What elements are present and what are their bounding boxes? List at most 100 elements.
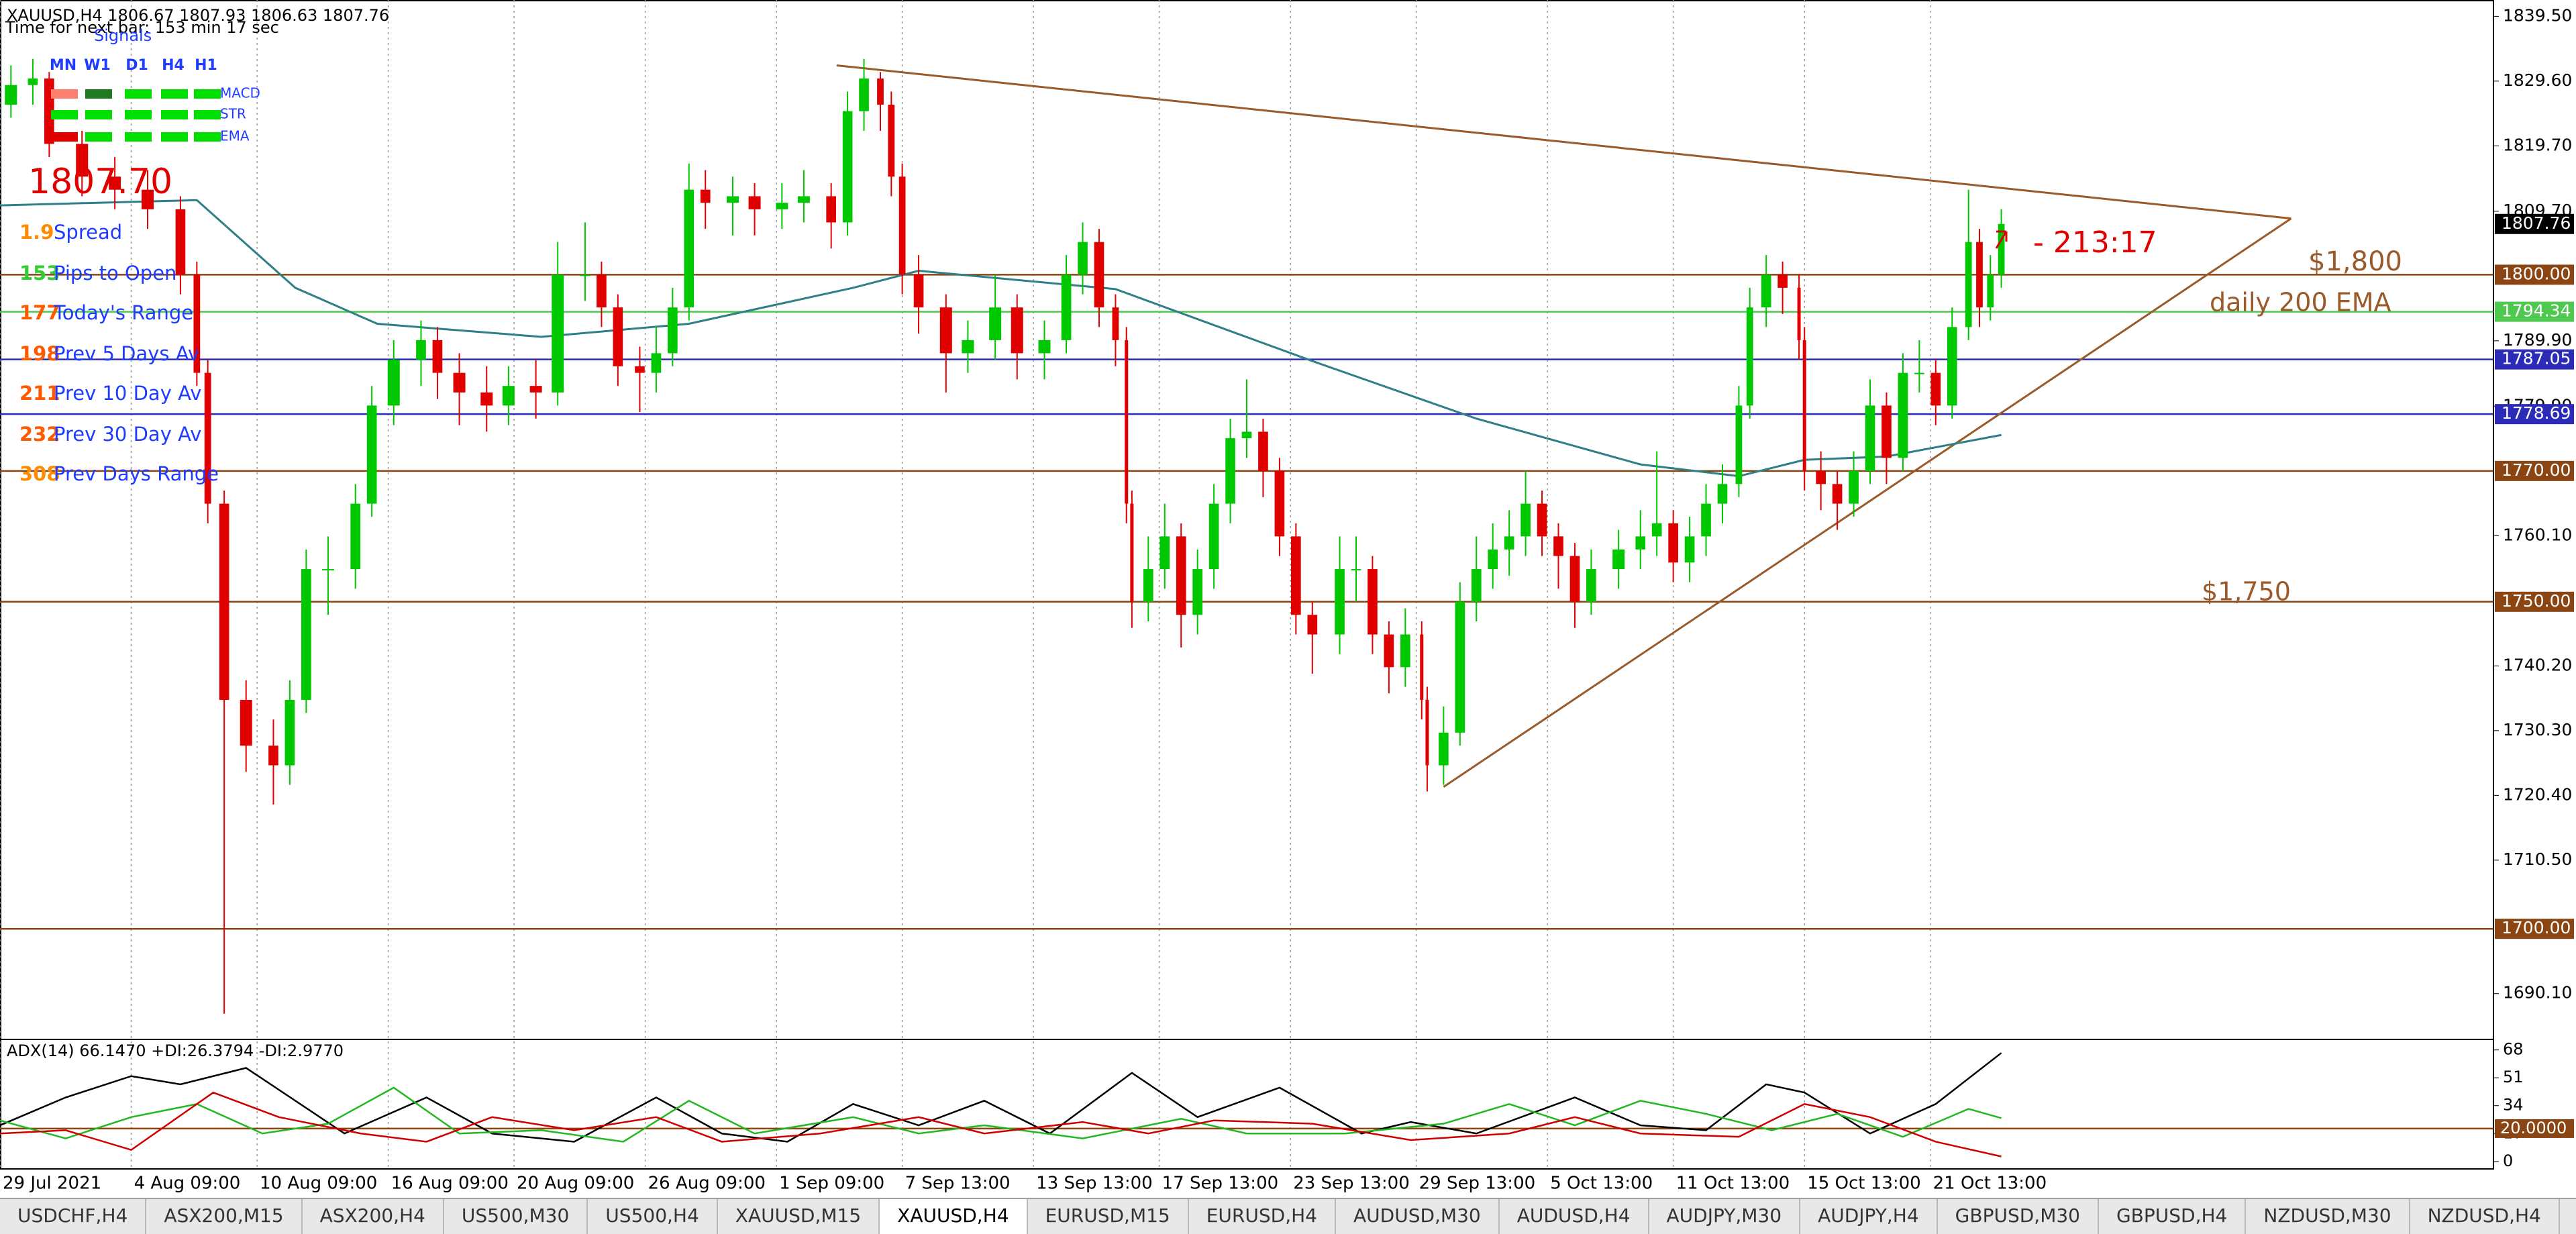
- candle-body: [1504, 536, 1514, 550]
- candle-body: [668, 307, 678, 354]
- stat-label: Prev Days Range: [54, 462, 219, 485]
- candle-body: [1011, 307, 1023, 354]
- candle-body: [1635, 536, 1646, 550]
- tab[interactable]: AUDJPY,H4: [1800, 1199, 1938, 1234]
- tab[interactable]: ASX200,H4: [303, 1199, 444, 1234]
- candle-body: [1965, 242, 1972, 327]
- arrow-icon: [1995, 230, 2008, 249]
- tab[interactable]: EURUSD,M15: [1028, 1199, 1189, 1234]
- candle-body: [219, 503, 229, 701]
- candle-body: [1094, 242, 1104, 308]
- tab[interactable]: EURUSD,H4: [1189, 1199, 1336, 1234]
- candle-body: [387, 360, 400, 406]
- stat-label: Prev 30 Day Av: [54, 423, 201, 446]
- candle-body: [1439, 732, 1449, 766]
- y-tick-label: 1760.10: [2503, 525, 2572, 544]
- candle-body: [962, 340, 974, 354]
- candle-body: [1335, 569, 1345, 635]
- candle-body: [1384, 634, 1394, 668]
- signal-cell: [161, 132, 188, 142]
- candle-body: [1914, 372, 1924, 374]
- candle-body: [453, 372, 466, 393]
- big-price: 1807.70: [28, 162, 172, 202]
- candle-body: [797, 196, 810, 203]
- y-tick-label: 1839.50: [2503, 5, 2572, 25]
- tab[interactable]: NZDUSD,H4: [2410, 1199, 2560, 1234]
- candle-body: [1612, 549, 1625, 570]
- candle-body: [580, 274, 590, 276]
- candle-body: [1802, 340, 1806, 471]
- signal-label: STR: [220, 106, 246, 122]
- signal-cell: [161, 89, 188, 99]
- stat-label: Spread: [54, 221, 122, 244]
- tab[interactable]: GBPUSD,H4: [2099, 1199, 2247, 1234]
- y-tick-label: 1730.30: [2503, 720, 2572, 739]
- stat-label: Prev 5 Days Av: [54, 342, 199, 365]
- candle-body: [1258, 431, 1268, 471]
- candle-body: [204, 372, 211, 504]
- level-label-box: [2495, 264, 2574, 285]
- tab[interactable]: USDCHF,H4: [0, 1199, 147, 1234]
- x-tick-label: 16 Aug 09:00: [391, 1174, 509, 1194]
- candle-body: [1701, 503, 1711, 537]
- tab[interactable]: AUDJPY,M30: [1649, 1199, 1801, 1234]
- plot-frame: [0, 0, 2494, 1170]
- candle-body: [1586, 569, 1596, 602]
- tab[interactable]: AUDUSD,M30: [1336, 1199, 1500, 1234]
- candle-body: [1947, 327, 1957, 406]
- candle-body: [301, 569, 311, 701]
- candle-body: [898, 176, 906, 275]
- candle-body: [240, 700, 252, 746]
- x-tick-label: 13 Sep 13:00: [1036, 1174, 1153, 1194]
- candle-body: [1368, 569, 1378, 635]
- window-title: XAUUSD,H4 1806.67 1807.93 1806.63 1807.7…: [7, 6, 389, 25]
- tab[interactable]: XAUUSD,H4: [880, 1199, 1028, 1234]
- signal-cell: [51, 89, 78, 99]
- candle-body: [1553, 536, 1563, 556]
- x-tick-label: 15 Oct 13:00: [1807, 1174, 1921, 1194]
- tab[interactable]: ASX200,M15: [146, 1199, 303, 1234]
- level-label: 1750.00: [2502, 591, 2571, 611]
- chart: 29 Jul 2021 4 Aug 09:00 10 Aug 09:00 16 Aug…: [0, 0, 2574, 1194]
- signal-cell: [85, 89, 112, 99]
- candle-body: [529, 386, 542, 393]
- candle-body: [1778, 274, 1788, 288]
- tab[interactable]: AUDUSD,H4: [1500, 1199, 1649, 1234]
- tab[interactable]: XAUUSD,M15: [718, 1199, 880, 1234]
- candle-body: [684, 189, 694, 308]
- x-tick-label: 4 Aug 09:00: [134, 1174, 241, 1194]
- candle-body: [1176, 536, 1186, 615]
- candle-body: [1241, 431, 1252, 439]
- tab[interactable]: USI: [2560, 1199, 2576, 1234]
- tab[interactable]: US500,H4: [588, 1199, 718, 1234]
- annotation: daily 200 EMA: [2210, 288, 2391, 317]
- candle-body: [1998, 223, 2005, 275]
- candle-body: [142, 189, 154, 209]
- x-tick-label: 20 Aug 09:00: [517, 1174, 634, 1194]
- candle-body: [913, 274, 924, 308]
- level-label: 1700.00: [2502, 918, 2571, 937]
- candle-body: [502, 386, 515, 406]
- y-tick-label: 1740.20: [2503, 655, 2572, 674]
- stat-value: 211: [19, 382, 60, 405]
- level-label: 1770.00: [2502, 460, 2571, 480]
- signal-cell: [194, 132, 221, 142]
- level-label: 1794.34: [2502, 301, 2571, 321]
- x-tick-label: 29 Jul 2021: [3, 1174, 101, 1194]
- timeframe-label: H1: [195, 57, 217, 74]
- candle-body: [1112, 307, 1119, 340]
- candle-body: [1143, 569, 1153, 602]
- candle-body: [1537, 503, 1547, 537]
- tab[interactable]: NZDUSD,M30: [2246, 1199, 2410, 1234]
- level-label: 1800.00: [2502, 264, 2571, 283]
- candle-body: [28, 78, 38, 85]
- stat-value: 308: [19, 462, 60, 485]
- candle-body: [1160, 536, 1170, 570]
- tab[interactable]: US500,M30: [444, 1199, 588, 1234]
- trend-line: [836, 64, 2291, 220]
- candle-body: [1684, 536, 1695, 563]
- candle-body: [826, 196, 837, 223]
- tab[interactable]: GBPUSD,M30: [1938, 1199, 2099, 1234]
- signal-cell: [85, 110, 112, 119]
- y-tick-label: 1690.10: [2503, 983, 2572, 1002]
